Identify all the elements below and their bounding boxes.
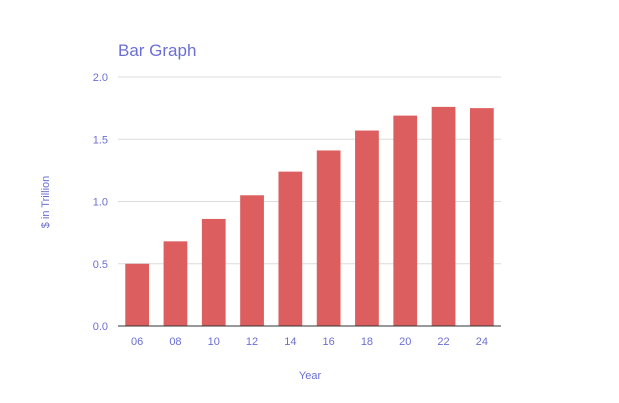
bar-24 xyxy=(469,108,494,326)
y-tick-label: 1.5 xyxy=(93,134,108,146)
bar-12 xyxy=(240,195,264,326)
y-axis-ticks: 0.0 0.5 1.0 1.5 2.0 xyxy=(93,72,108,333)
x-tick-label: 12 xyxy=(246,336,258,348)
x-axis-label: Year xyxy=(299,370,322,382)
bars xyxy=(125,106,494,326)
x-tick-label: 22 xyxy=(437,336,449,348)
bar-20 xyxy=(393,115,418,326)
x-tick-label: 20 xyxy=(399,336,411,348)
bar-08 xyxy=(163,241,188,326)
bar-14 xyxy=(278,171,303,326)
x-tick-label: 10 xyxy=(208,336,220,348)
x-tick-label: 14 xyxy=(284,336,296,348)
x-tick-label: 24 xyxy=(476,336,488,348)
chart-title: Bar Graph xyxy=(118,41,196,60)
bar-18 xyxy=(355,130,379,326)
bar-06 xyxy=(125,263,150,326)
y-tick-label: 0.5 xyxy=(93,259,108,271)
y-tick-label: 1.0 xyxy=(93,197,108,209)
bar-16 xyxy=(316,150,341,326)
x-tick-label: 08 xyxy=(169,336,181,348)
x-axis-ticks: 06 08 10 12 14 16 18 20 22 24 xyxy=(131,336,488,348)
bar-22 xyxy=(431,106,456,326)
x-tick-label: 16 xyxy=(323,336,335,348)
bar-10 xyxy=(201,218,226,326)
x-tick-label: 18 xyxy=(361,336,373,348)
y-tick-label: 0.0 xyxy=(93,321,108,333)
y-tick-label: 2.0 xyxy=(93,72,108,84)
x-tick-label: 06 xyxy=(131,336,143,348)
y-axis-label: $ in Trillion xyxy=(40,176,52,229)
